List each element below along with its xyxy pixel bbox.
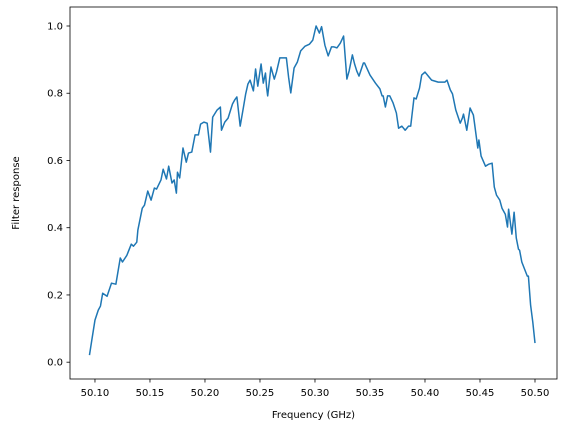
x-tick-label: 50.35 [356,388,385,399]
y-tick-label: 0.6 [47,156,63,167]
y-tick-label: 0.0 [47,358,63,369]
data-line [88,25,536,356]
x-tick-label: 50.25 [246,388,275,399]
y-tick-label: 0.4 [47,223,63,234]
y-tick-label: 1.0 [47,21,63,32]
x-tick-label: 50.40 [411,388,440,399]
x-axis-label: Frequency (GHz) [272,410,355,421]
x-tick-label: 50.15 [136,388,165,399]
x-tick-label: 50.20 [191,388,220,399]
y-tick-label: 0.2 [47,290,63,301]
x-tick-label: 50.45 [466,388,495,399]
x-tick-label: 50.50 [521,388,550,399]
y-tick-label: 0.8 [47,89,63,100]
x-tick-label: 50.10 [81,388,110,399]
y-axis-label: Filter response [11,156,22,229]
x-tick-label: 50.30 [301,388,330,399]
axes-frame [69,6,558,380]
